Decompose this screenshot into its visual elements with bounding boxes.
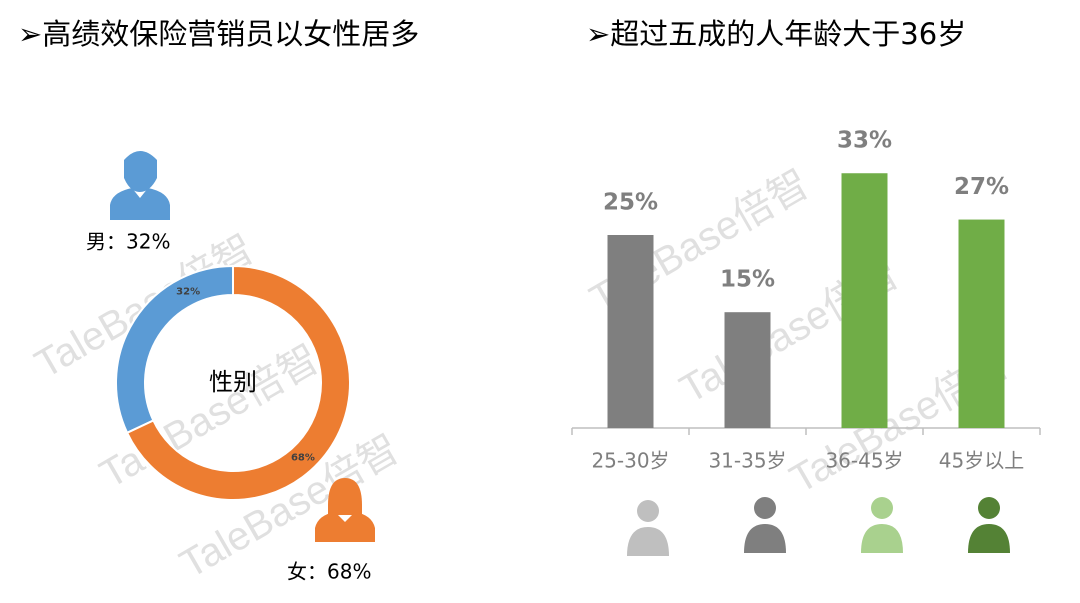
bar [724, 312, 771, 428]
x-tick-label: 36-45岁 [825, 449, 903, 473]
center-label: 性别 [209, 368, 257, 396]
person-icon [627, 500, 669, 556]
value-label: 27% [954, 174, 1009, 200]
x-tick-label: 45岁以上 [939, 449, 1024, 473]
value-label: 68% [291, 452, 315, 463]
x-tick-label: 31-35岁 [708, 449, 786, 473]
annotation: 男：32% [86, 230, 170, 254]
bar [841, 173, 888, 428]
value-label: 33% [837, 128, 892, 154]
chart-title: ➢高绩效保险营销员以女性居多 [18, 17, 419, 51]
male-icon [110, 151, 170, 220]
chart-title: ➢超过五成的人年龄大于36岁 [586, 17, 966, 51]
value-label: 32% [176, 286, 200, 297]
person-icon [744, 497, 786, 553]
person-icon [861, 497, 903, 553]
value-label: 25% [603, 190, 658, 216]
female-icon [315, 478, 375, 542]
person-icon [968, 497, 1010, 553]
annotation: 女：68% [287, 560, 371, 584]
bar [958, 219, 1005, 428]
bar [607, 235, 654, 428]
donut-segment [125, 264, 351, 501]
value-label: 15% [720, 267, 775, 293]
x-tick-label: 25-30岁 [591, 449, 669, 473]
